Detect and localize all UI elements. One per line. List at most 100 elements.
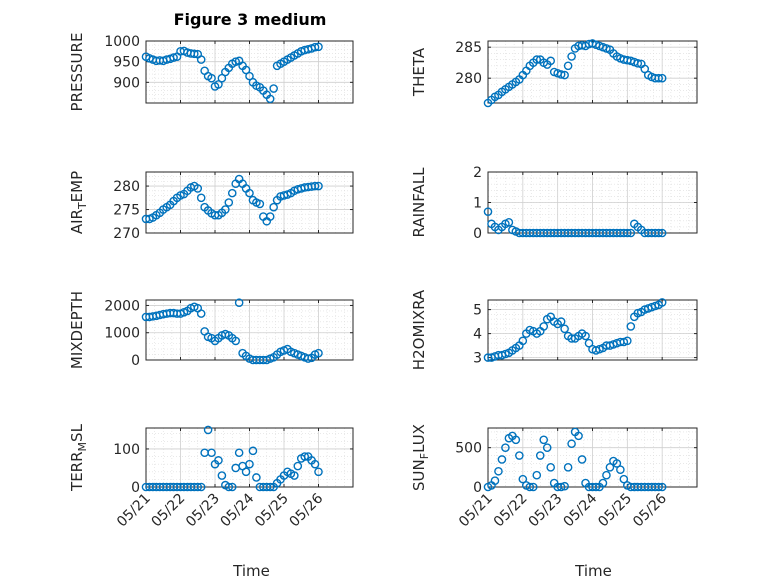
y-axis-label: TERRMSL [68,423,89,492]
data-point [602,470,611,480]
data-point [196,309,206,318]
data-point [626,322,636,331]
data-point [245,188,254,198]
data-point [169,53,178,62]
data-point [214,80,223,89]
data-point [563,463,573,472]
y-tick-label: 0 [131,480,140,496]
data-point [207,448,216,458]
y-axis-label: MIXDEPTH [68,291,86,369]
data-point [314,42,323,52]
data-point [314,348,323,358]
subplot-theta: 280 285 THETA [410,39,698,108]
data-point [577,455,587,464]
y-tick-label: 5 [473,303,482,319]
data-point [255,199,265,209]
data-point [490,476,500,486]
data-point [241,467,251,477]
data-point [245,459,254,469]
data-point [556,482,566,492]
subplot-mixdepth: 0 1000 2000 MIXDEPTH [68,291,354,369]
y-tick-label: 900 [113,75,140,91]
y-tick-label: 1000 [104,34,140,50]
data-point [556,317,566,326]
data-point [633,59,643,68]
data-point [494,466,503,476]
y-tick-label: 0 [473,226,482,242]
data-point [234,448,244,458]
data-point [245,71,254,81]
data-point [203,425,213,435]
data-point [224,198,234,207]
data-point [598,478,608,488]
data-point [518,336,528,346]
data-point [265,482,275,492]
data-point [532,470,542,480]
data-point [623,336,632,346]
data-point [657,482,667,492]
data-point [501,443,510,452]
x-tick-label: 05/26 [286,490,326,530]
data-point [654,482,663,492]
data-point [591,482,601,492]
data-point [227,482,237,492]
x-tick-label: 05/24 [560,490,600,530]
data-point [640,64,650,74]
y-tick-label: 0 [473,480,482,496]
data-point [626,228,636,238]
x-tick-label: 05/26 [630,490,670,530]
y-tick-label: 1000 [104,326,140,342]
y-axis-label: THETA [410,47,428,97]
data-point [310,42,320,52]
data-point [605,463,615,472]
data-point [217,73,227,83]
data-point [193,184,203,193]
data-point [654,73,663,83]
data-point [231,57,240,66]
y-tick-label: 500 [455,441,482,457]
data-point [196,482,206,492]
x-tick-label: 05/25 [595,491,635,531]
data-point [234,298,244,308]
data-point [546,56,556,66]
data-point [546,463,556,472]
data-point [654,228,663,238]
data-point [269,84,278,93]
data-point [214,456,223,465]
data-point [515,451,524,460]
x-tick-label: 05/23 [183,491,223,531]
data-point [539,322,549,331]
x-tick-label: 05/21 [114,491,154,531]
data-point [518,474,528,484]
data-point [221,205,230,214]
data-point [227,188,237,198]
y-axis-label: SUNFLUX [410,424,431,491]
y-tick-label: 285 [455,40,482,56]
y-tick-label: 4 [473,327,482,343]
y-tick-label: 2000 [104,298,140,314]
data-point [241,65,251,75]
data-point [293,461,303,471]
data-point [560,324,569,334]
data-point [574,431,583,441]
data-point [560,481,569,491]
data-point [265,212,275,221]
data-point [483,207,493,216]
data-point [310,181,320,191]
data-point [612,459,622,468]
data-point [290,471,299,480]
x-axis-label: Time [574,562,612,580]
data-point [310,459,320,469]
data-point [528,482,538,492]
data-point [300,452,310,461]
data-point [248,446,258,456]
data-point [231,336,240,346]
y-tick-label: 100 [113,442,140,458]
data-point [189,49,199,59]
x-axis-label: Time [232,562,270,580]
data-point [504,218,514,227]
y-tick-label: 270 [113,226,140,242]
data-point [314,467,323,477]
data-point [657,228,667,238]
data-point [619,474,629,484]
